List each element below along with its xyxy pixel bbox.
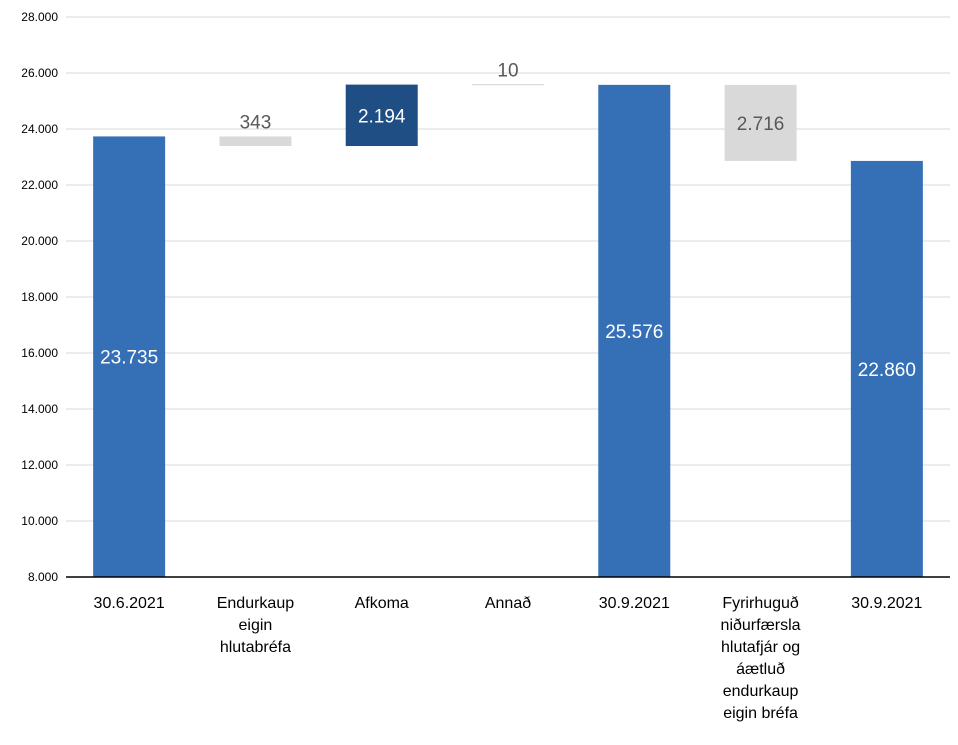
data-label: 343 xyxy=(240,112,272,133)
x-category-label: Fyrirhuguð niðurfærsla hlutafjár og áætluð e… xyxy=(721,595,801,722)
y-tick-label: 26.000 xyxy=(21,66,58,80)
y-tick-label: 8.000 xyxy=(28,570,58,584)
data-label: 10 xyxy=(497,61,518,82)
x-category-label: Endurkaup eigin hlutabréfa xyxy=(217,595,294,656)
data-label: 2.716 xyxy=(737,114,785,135)
x-category-label: Annað xyxy=(485,595,531,612)
y-axis-tick-labels: 8.000 10.000 12.000 14.000 16.000 18.000 20.00… xyxy=(21,10,58,584)
y-tick-label: 16.000 xyxy=(21,346,58,360)
bar-decrease xyxy=(724,84,797,161)
y-tick-label: 20.000 xyxy=(21,234,58,248)
gridlines xyxy=(66,16,950,522)
bars xyxy=(93,84,923,578)
x-category-label: 30.6.2021 xyxy=(94,595,165,612)
y-tick-label: 10.000 xyxy=(21,514,58,528)
y-tick-label: 24.000 xyxy=(21,122,58,136)
y-tick-label: 14.000 xyxy=(21,402,58,416)
x-category-label: Afkoma xyxy=(355,595,409,612)
x-category-label: 30.9.2021 xyxy=(599,595,670,612)
bar-increase xyxy=(345,84,418,147)
bar-total xyxy=(93,136,166,578)
data-labels: 23.735 343 2.194 10 25.576 2.716 22.860 xyxy=(100,61,916,381)
bar-decrease xyxy=(219,136,292,147)
y-tick-label: 18.000 xyxy=(21,290,58,304)
y-tick-label: 22.000 xyxy=(21,178,58,192)
y-tick-label: 12.000 xyxy=(21,458,58,472)
bar-total xyxy=(850,160,923,578)
x-category-label: 30.9.2021 xyxy=(851,595,922,612)
data-label: 2.194 xyxy=(358,106,406,127)
bar-total xyxy=(598,84,671,577)
x-axis-category-labels: 30.6.2021 Endurkaup eigin hlutabréfa Afkoma A… xyxy=(94,595,923,722)
data-label: 25.576 xyxy=(605,322,663,343)
bar-decrease xyxy=(472,84,544,86)
y-tick-label: 28.000 xyxy=(21,10,58,24)
data-label: 22.860 xyxy=(858,360,916,381)
data-label: 23.735 xyxy=(100,348,158,369)
